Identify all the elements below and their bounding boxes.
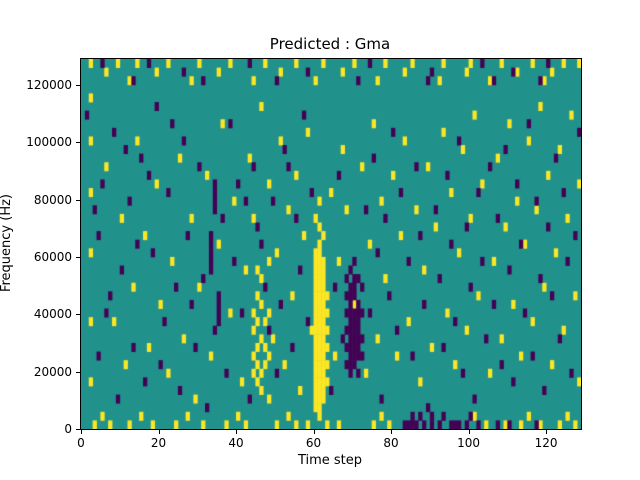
y-tick-label: 40000 bbox=[33, 307, 72, 322]
x-tick bbox=[313, 430, 315, 434]
x-tick bbox=[391, 430, 393, 434]
y-tick bbox=[76, 314, 80, 316]
y-tick-label: 0 bbox=[64, 422, 72, 436]
y-tick bbox=[76, 199, 80, 201]
y-tick-label: 100000 bbox=[26, 135, 72, 150]
x-tick-label: 120 bbox=[534, 436, 558, 450]
x-tick bbox=[81, 430, 82, 434]
y-tick bbox=[76, 256, 80, 258]
y-tick-label: 60000 bbox=[33, 249, 72, 264]
y-tick-label: 80000 bbox=[33, 192, 72, 207]
x-tick-label: 60 bbox=[305, 436, 322, 450]
x-tick-label: 40 bbox=[228, 436, 244, 450]
y-tick-label: 120000 bbox=[26, 77, 72, 92]
x-axis-label: Time step bbox=[297, 453, 363, 468]
plot-area bbox=[80, 58, 582, 430]
x-tick bbox=[546, 430, 548, 434]
y-tick-label: 20000 bbox=[33, 364, 72, 379]
x-tick-label: 20 bbox=[150, 436, 167, 450]
y-tick bbox=[76, 371, 80, 373]
x-tick bbox=[158, 430, 160, 434]
x-tick bbox=[236, 430, 238, 434]
y-tick bbox=[76, 84, 80, 86]
y-tick bbox=[76, 142, 80, 144]
y-axis-label: Frequency (Hz) bbox=[0, 193, 14, 293]
x-tick-label: 100 bbox=[457, 436, 481, 450]
x-tick bbox=[468, 430, 470, 434]
y-tick bbox=[76, 429, 80, 430]
x-tick-label: 80 bbox=[383, 436, 399, 450]
x-tick-label: 0 bbox=[77, 436, 85, 450]
y-axis-label-wrap: Frequency (Hz) bbox=[0, 58, 15, 428]
heatmap-canvas bbox=[81, 59, 581, 429]
chart-title: Predicted : Gma bbox=[269, 35, 391, 53]
